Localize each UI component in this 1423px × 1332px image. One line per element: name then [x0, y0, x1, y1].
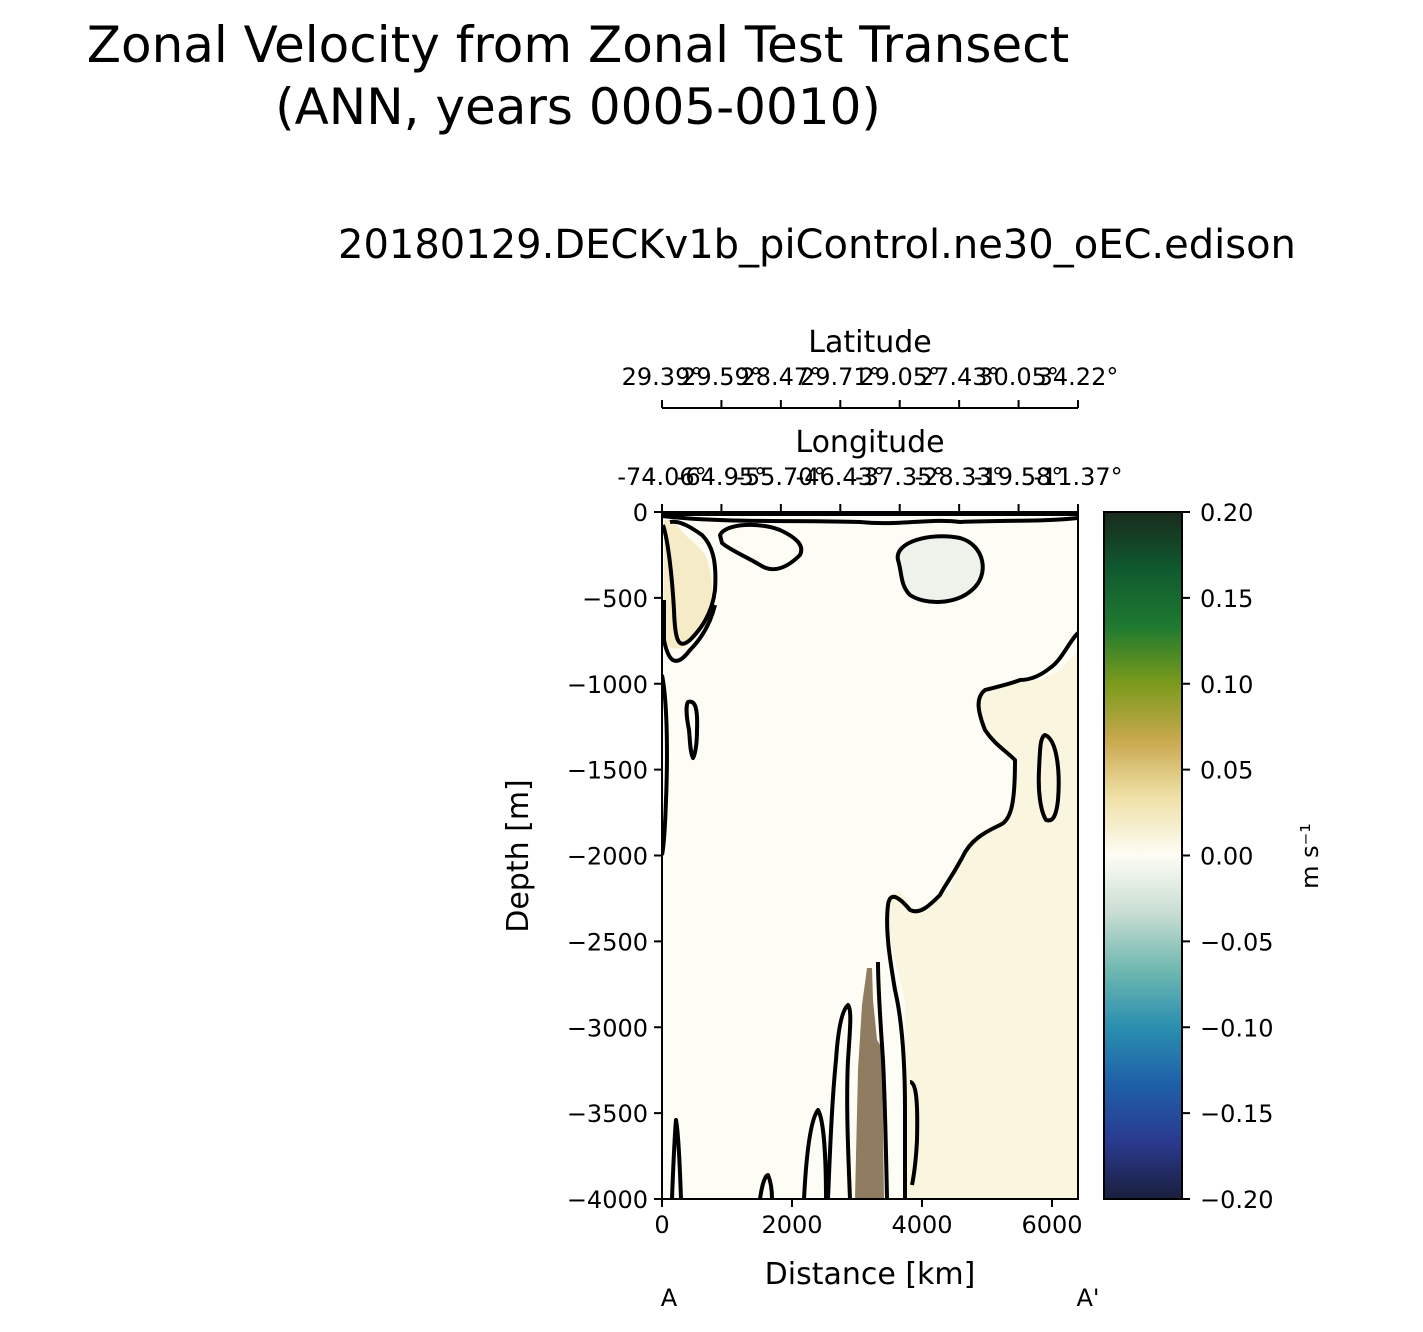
colorbar-label: m s⁻¹ [1296, 823, 1324, 889]
y-axis-ticks: 0 −500 −1000 −1500 −2000 −2500 −3000 −3500 −4000 [567, 499, 662, 1214]
latitude-tick-label: 34.22° [1038, 363, 1119, 391]
contour-east-loop [1036, 733, 1061, 823]
colorbar-tick-label: −0.10 [1200, 1014, 1274, 1042]
colorbar-tick-label: −0.05 [1200, 928, 1274, 956]
x-tick-label: 0 [654, 1211, 669, 1239]
longitude-ticks: -74.06°-64.95°-55.70°-46.43°-37.35°-28.3… [617, 463, 1123, 512]
longitude-tick-label: -74.06° [617, 463, 706, 491]
colorbar-tick-label: −0.15 [1200, 1100, 1274, 1128]
colorbar-tick-label: 0.10 [1200, 671, 1253, 699]
y-tick-label: −3000 [567, 1014, 648, 1042]
x-tick-label: 4000 [891, 1211, 952, 1239]
field-northeast-upper-cell [899, 535, 983, 602]
longitude-tick-label: -46.43° [796, 463, 885, 491]
latitude-tick-label: 27.43° [919, 363, 1000, 391]
longitude-tick-label: -19.58° [974, 463, 1063, 491]
contour-deep-loop-4 [909, 1080, 920, 1186]
colorbar-ticks: 0.20 0.15 0.10 0.05 0.00 −0.05 −0.10 −0.15 −0.20 [1182, 499, 1274, 1214]
latitude-axis-label: Latitude [808, 325, 931, 360]
latitude-ticks: 29.39°29.59°28.47°29.71°29.05°27.43°30.0… [622, 363, 1119, 408]
longitude-tick-label: -28.33° [914, 463, 1003, 491]
latitude-tick-label: 29.59° [681, 363, 762, 391]
latitude-tick-label: 29.05° [859, 363, 940, 391]
figure-title-line-2: (ANN, years 0005-0010) [275, 78, 881, 136]
contour-west-loop [684, 699, 700, 760]
latitude-tick-label: 28.47° [740, 363, 821, 391]
y-tick-label: 0 [633, 499, 648, 527]
contour-north-cell-b [895, 534, 985, 604]
contour-east-boundary [885, 631, 1078, 1199]
colorbar-tick-label: 0.20 [1200, 499, 1253, 527]
longitude-tick-label: -55.70° [736, 463, 825, 491]
x-axis-label: Distance [km] [765, 1257, 976, 1292]
x-tick-label: 2000 [761, 1211, 822, 1239]
contour-west-upper [662, 600, 717, 663]
contour-deep-loop-3 [670, 1118, 683, 1199]
latitude-tick-label: 29.39° [622, 363, 703, 391]
y-tick-label: −500 [582, 585, 648, 613]
run-name-subtitle: 20180129.DECKv1b_piControl.ne30_oEC.edis… [338, 222, 1296, 268]
colorbar [1103, 511, 1183, 1200]
colorbar-tick-label: 0.05 [1200, 757, 1253, 785]
y-tick-label: −4000 [567, 1186, 648, 1214]
x-axis-ticks: 0 2000 4000 6000 [654, 1199, 1083, 1239]
y-tick-label: −1500 [567, 757, 648, 785]
y-tick-label: −3500 [567, 1100, 648, 1128]
contour-ridge-east [876, 961, 889, 1199]
contour-deep-loop-2 [758, 1173, 774, 1199]
colorbar-tick-label: 0.15 [1200, 585, 1253, 613]
y-axis-label: Depth [m] [501, 779, 536, 933]
figure-title-line-1: Zonal Velocity from Zonal Test Transect [86, 16, 1070, 74]
longitude-tick-label: -11.37° [1033, 463, 1122, 491]
contour-lines [662, 512, 1078, 1199]
y-tick-label: −2500 [567, 928, 648, 956]
contour-west-lens [662, 519, 718, 646]
transect-start-label: A [661, 1284, 678, 1312]
y-tick-label: −2000 [567, 843, 648, 871]
longitude-axis-label: Longitude [795, 425, 944, 460]
latitude-tick-label: 29.71° [800, 363, 881, 391]
latitude-tick-label: 30.05° [978, 363, 1059, 391]
field-eastern-deep-region [885, 650, 1078, 1199]
contour-west-wall [662, 674, 669, 856]
plot-area [662, 512, 1078, 1199]
bathymetry-ridge [855, 968, 884, 1199]
contour-surface-lens [662, 514, 1078, 526]
y-tick-label: −1000 [567, 671, 648, 699]
colorbar-tick-label: 0.00 [1200, 843, 1253, 871]
transect-end-label: A' [1076, 1284, 1099, 1312]
x-tick-label: 6000 [1021, 1211, 1082, 1239]
longitude-tick-label: -37.35° [855, 463, 944, 491]
contour-ridge-west [826, 1003, 853, 1199]
contour-north-cell-a [718, 522, 804, 572]
contour-deep-loop-1 [802, 1108, 828, 1199]
colorbar-tick-label: −0.20 [1200, 1186, 1274, 1214]
longitude-tick-label: -64.95° [677, 463, 766, 491]
